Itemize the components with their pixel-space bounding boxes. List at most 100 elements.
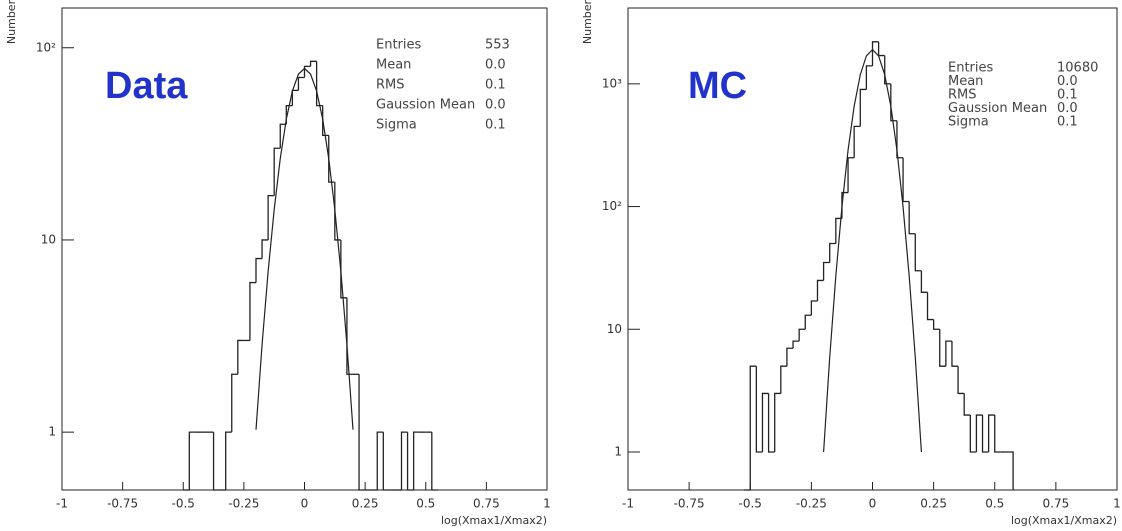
histogram-bin <box>963 393 971 416</box>
x-tick-label: -0.75 <box>107 497 138 511</box>
histogram-bin <box>792 340 800 349</box>
stat-label: Mean <box>948 74 983 89</box>
histogram-bin <box>902 157 910 203</box>
y-tick-label: 10² <box>602 199 622 213</box>
histogram-bin <box>212 432 220 491</box>
x-tick-label: -1 <box>622 497 634 511</box>
stat-label: Mean <box>376 58 411 73</box>
stat-value: 0.0 <box>1057 74 1078 89</box>
x-tick-label: -0.5 <box>739 497 762 511</box>
histogram-bin <box>1006 451 1014 490</box>
histogram-bin <box>786 347 794 367</box>
histogram-bin <box>981 415 989 453</box>
stat-value: 0.0 <box>1057 101 1078 116</box>
x-tick-label: 0 <box>301 497 309 511</box>
stat-label: Entries <box>376 38 422 53</box>
x-tick-label: 1 <box>1113 497 1121 511</box>
histogram-bin <box>932 319 940 330</box>
histogram-bin <box>291 89 299 106</box>
histogram-bin <box>908 201 916 235</box>
histogram-bin <box>798 328 806 342</box>
histogram-bin <box>431 432 438 491</box>
stat-label: Sigma <box>948 115 989 130</box>
x-tick-label: 1 <box>543 497 551 511</box>
annotation: Data <box>105 65 188 107</box>
histogram-bin <box>939 329 946 367</box>
x-tick-label: 0.75 <box>473 497 500 511</box>
stat-label: Gaussion Mean <box>948 101 1047 116</box>
histogram-bin <box>926 292 934 321</box>
x-tick-label: -0.25 <box>228 497 259 511</box>
histogram-bin <box>810 300 818 316</box>
histogram-bin <box>346 297 353 375</box>
histogram-bin <box>890 83 897 122</box>
histogram-bin <box>412 431 420 490</box>
histogram-bin <box>920 270 928 293</box>
histogram-bin <box>951 341 959 367</box>
histogram-bin <box>914 233 922 272</box>
x-tick-label: 0.25 <box>920 497 947 511</box>
x-axis-label: log(Xmax1/Xmax2) <box>1011 514 1117 527</box>
stat-value: 0.1 <box>1057 115 1078 130</box>
y-tick-label: 1 <box>614 444 622 458</box>
histogram-bin <box>957 366 965 395</box>
histogram-bin <box>859 88 867 127</box>
histogram-bin <box>358 374 366 491</box>
histogram-bin <box>225 431 232 490</box>
histogram-bin <box>847 157 855 193</box>
x-tick-label: 0.5 <box>416 497 435 511</box>
y-axis-label: Number <box>581 0 594 44</box>
histogram-bin <box>822 261 830 281</box>
histogram-bin <box>987 414 995 452</box>
histogram-bin <box>774 392 781 452</box>
gaussian-fit <box>255 67 354 430</box>
histogram-bin <box>297 76 305 91</box>
x-tick-label: 0 <box>869 497 877 511</box>
x-tick-label: -0.75 <box>674 497 705 511</box>
histogram-bin <box>279 123 287 149</box>
histogram-bin <box>273 147 281 196</box>
histogram-bin <box>767 393 775 453</box>
gaussian-fit <box>823 48 922 453</box>
histogram-bin <box>884 55 891 85</box>
stat-label: Entries <box>948 61 994 76</box>
histogram-bin <box>400 431 408 490</box>
histogram-bin <box>896 120 904 159</box>
x-tick-label: -0.25 <box>796 497 827 511</box>
stat-value: 0.1 <box>485 118 506 133</box>
y-tick-label: 10 <box>41 232 56 246</box>
histogram-bin <box>267 195 275 240</box>
histogram-bin <box>188 431 196 490</box>
histogram-bin <box>309 60 317 67</box>
histogram-bin <box>761 392 769 452</box>
histogram-bin <box>975 414 983 452</box>
histogram-bin <box>780 365 787 394</box>
histogram-bin <box>315 61 323 107</box>
histogram-bin <box>328 135 335 183</box>
histogram-bin <box>334 182 341 241</box>
stat-label: Sigma <box>376 118 417 133</box>
histogram-bin <box>945 340 952 367</box>
histogram-bin <box>255 257 263 283</box>
stat-value: 553 <box>485 38 510 53</box>
histogram-bin <box>804 314 812 330</box>
histogram-bin <box>816 279 824 301</box>
histogram-bin <box>249 281 256 341</box>
histogram-bin <box>406 432 414 491</box>
x-tick-label: 0.25 <box>352 497 379 511</box>
panel: -1 -0.75 -0.5 -0.25 0 0.25 0.5 0.75 1 1 10 10² 10³ Nu… <box>581 0 1121 527</box>
x-tick-label: 0.75 <box>1043 497 1070 511</box>
y-tick-label: 10³ <box>602 76 622 90</box>
histogram-bin <box>969 415 977 453</box>
x-tick-label: -1 <box>56 497 68 511</box>
histogram-bin <box>261 239 269 259</box>
y-tick-label: 10² <box>36 40 56 54</box>
stat-label: Gaussion Mean <box>376 98 475 113</box>
histogram-bin <box>835 217 842 244</box>
histogram-bin <box>237 339 244 375</box>
histogram-bin <box>871 41 879 66</box>
histogram-bin <box>303 65 311 78</box>
annotation: MC <box>688 65 747 107</box>
y-axis-label: Number <box>5 0 18 44</box>
stat-value: 0.0 <box>485 58 506 73</box>
